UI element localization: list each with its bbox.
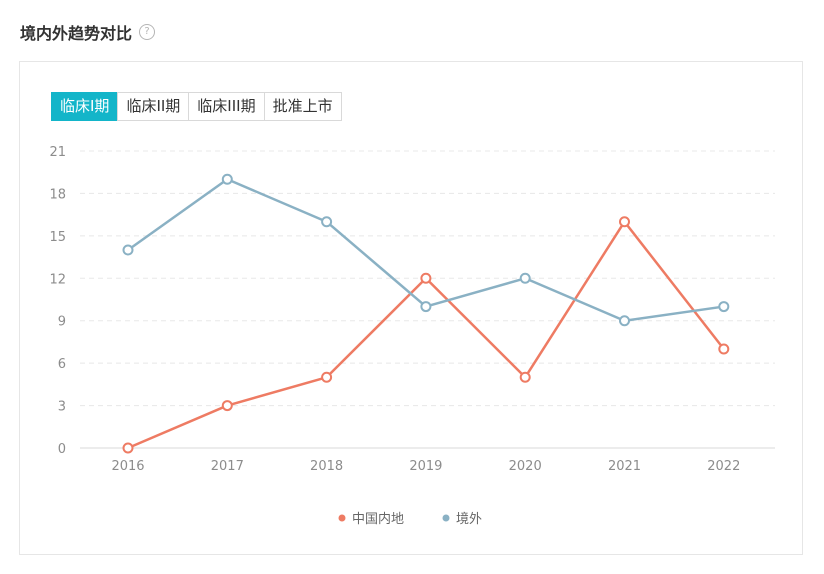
data-point [420,301,432,313]
series-line-0 [127,220,725,450]
data-point [619,315,630,327]
x-tick-label: 2021 [608,459,641,474]
y-tick-label: 21 [49,145,66,160]
question-circle-icon[interactable]: ? [139,24,156,40]
x-tick-label: 2016 [111,459,144,474]
y-tick-label: 3 [58,400,66,415]
x-tick-label: 2020 [509,459,542,474]
x-tick-label: 2019 [409,459,442,474]
data-point [718,301,730,313]
y-tick-label: 18 [49,187,66,202]
phase-tabs: 临床I期 临床II期 临床III期 批准上市 [51,92,342,121]
data-point [519,272,531,284]
data-point [122,244,134,256]
data-point [321,371,333,383]
x-tick-label: 2017 [211,459,244,474]
line-chart: 0 3 6 9 12 15 18 21 2016 2017 2018 2019 2020 2021 2022… [49,145,775,527]
section-title: 境内外趋势对比 [20,24,133,43]
y-tick-label: 12 [49,272,66,287]
series-line-1 [127,178,724,322]
y-tick-label: 15 [49,230,66,245]
chart-card: 临床I期 临床II期 临床III期 批准上市 0 3 6 9 12 15 18 21 2016 2… [19,61,803,555]
legend-marker [338,514,346,522]
y-tick-label: 0 [58,442,66,457]
tab-approved[interactable]: 批准上市 [263,92,342,121]
data-point [122,442,134,454]
tab-phase-3[interactable]: 临床III期 [188,92,265,121]
tab-phase-2[interactable]: 临床II期 [117,92,190,121]
data-point [420,272,432,284]
legend-marker [442,514,450,522]
legend-label: 境外 [456,512,482,527]
data-point [221,400,233,412]
y-tick-label: 6 [58,357,66,372]
data-point [221,173,233,185]
section-header: 境内外趋势对比 ? [20,20,156,44]
y-tick-label: 9 [58,315,66,330]
data-point [718,343,730,355]
x-tick-label: 2022 [707,459,740,474]
data-point [321,216,333,228]
data-point [519,371,531,383]
x-tick-label: 2018 [310,459,343,474]
data-point [619,216,630,228]
tab-phase-1[interactable]: 临床I期 [51,92,119,121]
legend-label: 中国内地 [352,511,404,527]
